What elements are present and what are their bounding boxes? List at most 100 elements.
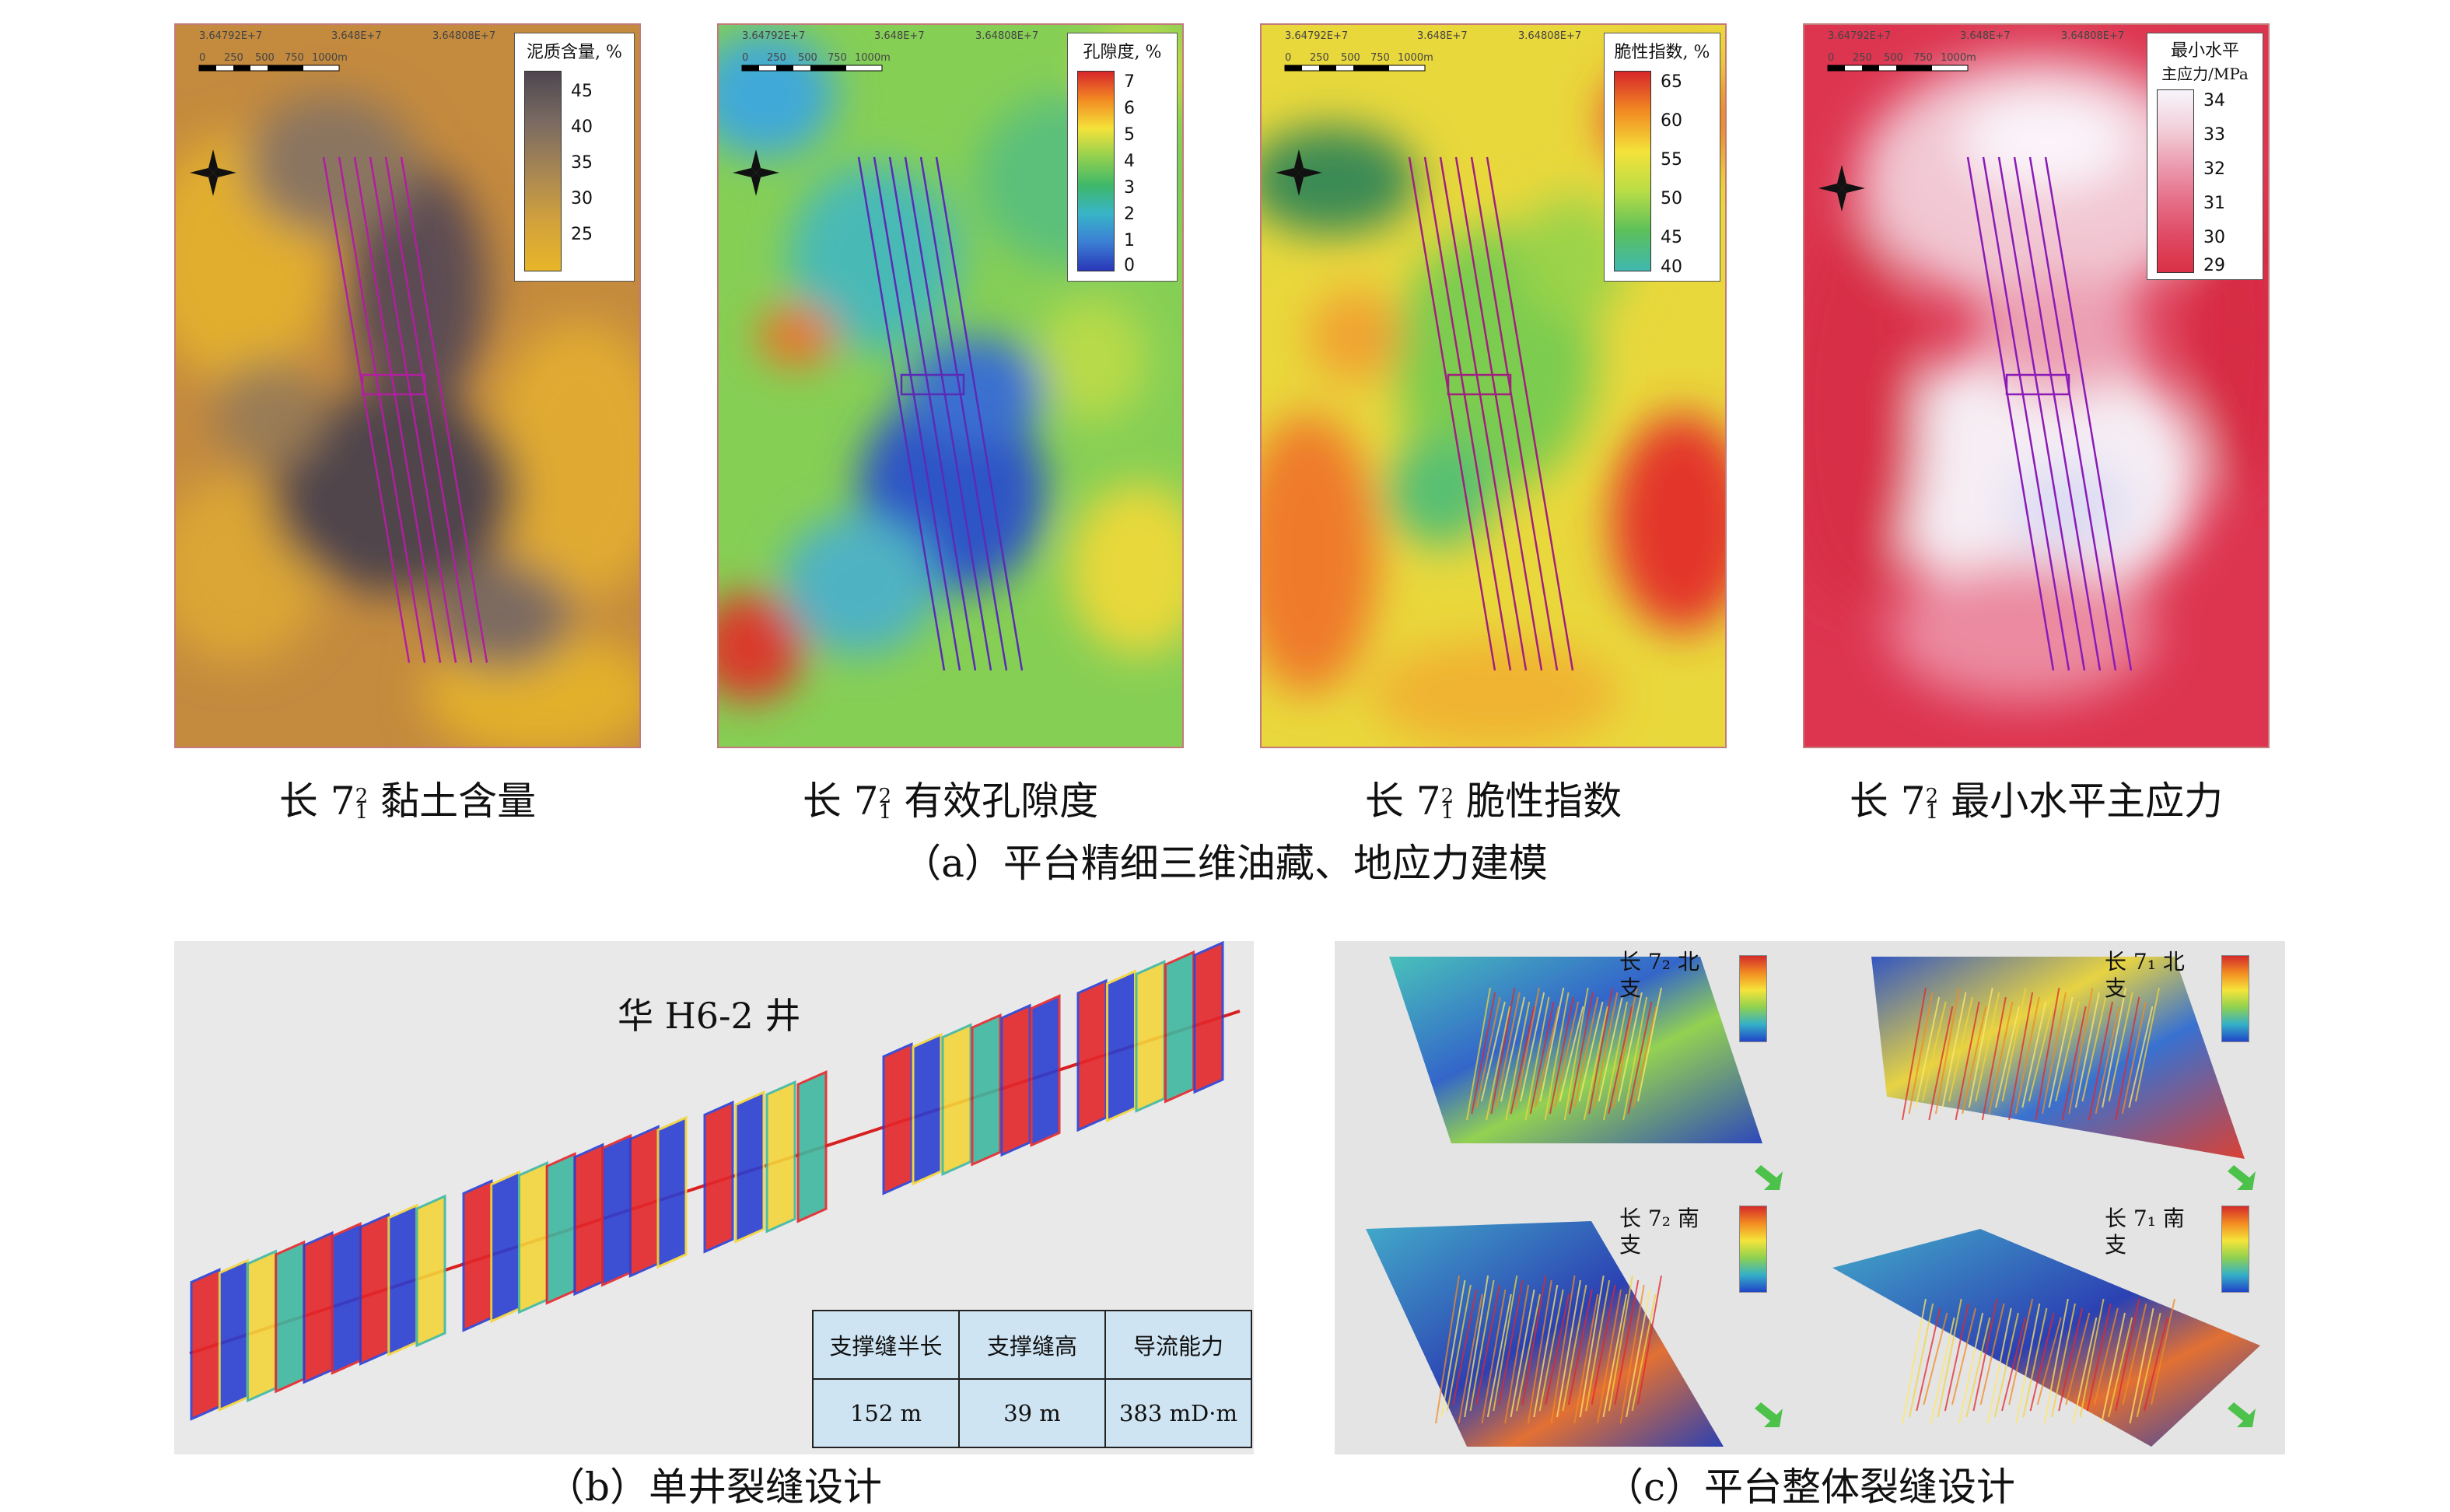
fracture-streak bbox=[1608, 1275, 1633, 1412]
stress-legend-title-line2: 主应力/MPa bbox=[2161, 65, 2249, 83]
svg-text:750: 750 bbox=[1913, 52, 1933, 64]
fracture-streak bbox=[1908, 992, 1934, 1115]
svg-text:250: 250 bbox=[224, 52, 243, 64]
fracture-stage bbox=[703, 1101, 734, 1254]
legend-tick: 60 bbox=[1661, 111, 1682, 131]
fracture-stages bbox=[190, 941, 1224, 1421]
caption-prefix: 长 7 bbox=[278, 779, 355, 824]
fracture-streak bbox=[2014, 996, 2040, 1115]
quadrant-label-line2: 支 bbox=[2105, 1232, 2127, 1258]
fracture-streak bbox=[2036, 1317, 2062, 1405]
svg-text:1000m: 1000m bbox=[1941, 52, 1976, 64]
fracture-streak bbox=[1539, 987, 1565, 1102]
fracture-stage bbox=[1030, 994, 1061, 1147]
fracture-stage bbox=[628, 1125, 660, 1278]
fracture-streak bbox=[1955, 1001, 1980, 1121]
legend-tick: 55 bbox=[1661, 150, 1682, 170]
fracture-stage bbox=[1106, 969, 1136, 1123]
fracture-streak bbox=[1632, 1006, 1657, 1108]
fracture-streak bbox=[1458, 1293, 1483, 1424]
fracture-streak bbox=[2143, 1317, 2168, 1412]
top-axis-label-2: 3.648E+7 bbox=[1417, 30, 1468, 42]
svg-text:1000m: 1000m bbox=[312, 52, 348, 64]
platform-fracture-graphic bbox=[1366, 957, 2260, 1447]
quadrant-label-line2: 支 bbox=[2105, 975, 2127, 1001]
fracture-streak bbox=[1535, 1006, 1559, 1108]
fracture-streak bbox=[1944, 1303, 1969, 1412]
fracture-streak bbox=[2095, 1006, 2120, 1115]
fracture-streak bbox=[1612, 987, 1638, 1108]
fracture-streak bbox=[2128, 1006, 2154, 1108]
legend-tick: 0 bbox=[1124, 256, 1135, 275]
svg-text:250: 250 bbox=[1853, 52, 1872, 64]
brittleness-map: 3.64792E+7 3.648E+7 3.64808E+7 0 250 500 7… bbox=[1260, 23, 1727, 748]
fracture-stage bbox=[1164, 950, 1195, 1104]
fracture-streak bbox=[1578, 1001, 1604, 1102]
fracture-streak bbox=[1958, 1312, 1984, 1424]
quadrant-label-line1: 长 7₂ 南 bbox=[1619, 1206, 1699, 1231]
fracture-streak bbox=[1533, 1284, 1559, 1418]
brittleness-legend-title: 脆性指数, % bbox=[1614, 43, 1710, 62]
brittleness-map-graphic: 3.64792E+7 3.648E+7 3.64808E+7 0 250 500 7… bbox=[1262, 25, 1725, 747]
table-cell: 152 m bbox=[812, 1378, 960, 1448]
top-axis-label-1: 3.64792E+7 bbox=[199, 30, 262, 42]
svg-text:750: 750 bbox=[828, 52, 847, 64]
fracture-streak bbox=[1593, 992, 1619, 1108]
fracture-streak bbox=[1602, 1293, 1628, 1418]
caption-sub: 1 bbox=[878, 800, 892, 824]
quadrant-label-line2: 支 bbox=[1619, 1232, 1642, 1258]
caption-suffix: 有效孔隙度 bbox=[904, 779, 1099, 824]
fracture-streak bbox=[2122, 1303, 2147, 1405]
panel-b-caption: （b）单井裂缝设计 bbox=[545, 1465, 882, 1510]
fracture-streak bbox=[1514, 987, 1540, 1108]
top-axis-label-2: 3.648E+7 bbox=[331, 30, 382, 42]
top-axis-label-3: 3.64808E+7 bbox=[975, 30, 1038, 42]
fracture-stage bbox=[359, 1213, 390, 1366]
fracture-stage bbox=[303, 1230, 334, 1384]
quadrant-label-3: 长 7₂ 南支 bbox=[1619, 1206, 1699, 1258]
fracture-streak bbox=[2115, 1298, 2140, 1412]
fracture-streak bbox=[2135, 987, 2160, 1102]
fracture-stage bbox=[601, 1133, 632, 1287]
scale-bar: 0 250 500 750 1000m bbox=[198, 52, 348, 72]
fracture-streak bbox=[1631, 1293, 1657, 1412]
legend-tick: 5 bbox=[1124, 125, 1135, 145]
panel-c-platform: 长 7₂ 北支 长 7₁ 北支 长 7₂ 南支 长 7₁ 南支 bbox=[1335, 941, 2285, 1454]
fracture-streak bbox=[2115, 996, 2140, 1121]
fracture-streak bbox=[1598, 996, 1623, 1102]
porosity-map-graphic: 3.64792E+7 3.648E+7 3.64808E+7 0 250 500 7… bbox=[719, 25, 1182, 747]
fracture-streak bbox=[2028, 1006, 2053, 1102]
fracture-streak bbox=[1510, 1006, 1535, 1115]
svg-text:750: 750 bbox=[285, 52, 304, 64]
fracture-streak bbox=[1475, 996, 1501, 1108]
fracture-streak bbox=[2093, 1307, 2119, 1405]
table-cell: 383 mD·m bbox=[1104, 1378, 1252, 1448]
top-axis-label-3: 3.64808E+7 bbox=[2061, 30, 2124, 42]
legend-tick: 33 bbox=[2203, 125, 2225, 145]
fracture-parameter-table: 支撑缝半长 支撑缝高 导流能力 152 m 39 m 383 mD·m bbox=[812, 1310, 1252, 1448]
fracture-streak bbox=[2088, 1001, 2113, 1121]
fracture-streak bbox=[1916, 1307, 1941, 1412]
top-axis-label-1: 3.64792E+7 bbox=[1828, 30, 1891, 42]
fracture-streak bbox=[2001, 987, 2027, 1102]
fracture-streak bbox=[1498, 1279, 1524, 1405]
svg-text:500: 500 bbox=[798, 52, 817, 64]
svg-text:0: 0 bbox=[199, 52, 205, 64]
clay-map-graphic: 3.64792E+7 3.648E+7 3.64808E+7 0 250 500 7… bbox=[176, 25, 639, 747]
fracture-streak bbox=[1550, 1275, 1576, 1424]
legend-tick: 30 bbox=[571, 189, 593, 208]
fracture-streak bbox=[2008, 1298, 2034, 1405]
fracture-streak bbox=[1529, 1001, 1555, 1115]
table-cell: 39 m bbox=[958, 1378, 1106, 1448]
svg-text:0: 0 bbox=[742, 52, 748, 64]
fracture-stage bbox=[490, 1170, 521, 1324]
fracture-stage bbox=[1000, 1003, 1031, 1157]
fracture-streak bbox=[2058, 1307, 2084, 1412]
caption-sub: 1 bbox=[355, 800, 369, 824]
quadrant-label-1: 长 7₂ 北支 bbox=[1619, 949, 1699, 1002]
fracture-stage bbox=[1076, 978, 1108, 1132]
fracture-streak bbox=[1614, 1279, 1640, 1405]
fracture-stage bbox=[462, 1179, 493, 1332]
fracture-streak bbox=[1505, 1001, 1531, 1121]
quadrant-label-line1: 长 7₂ 北 bbox=[1619, 949, 1699, 975]
